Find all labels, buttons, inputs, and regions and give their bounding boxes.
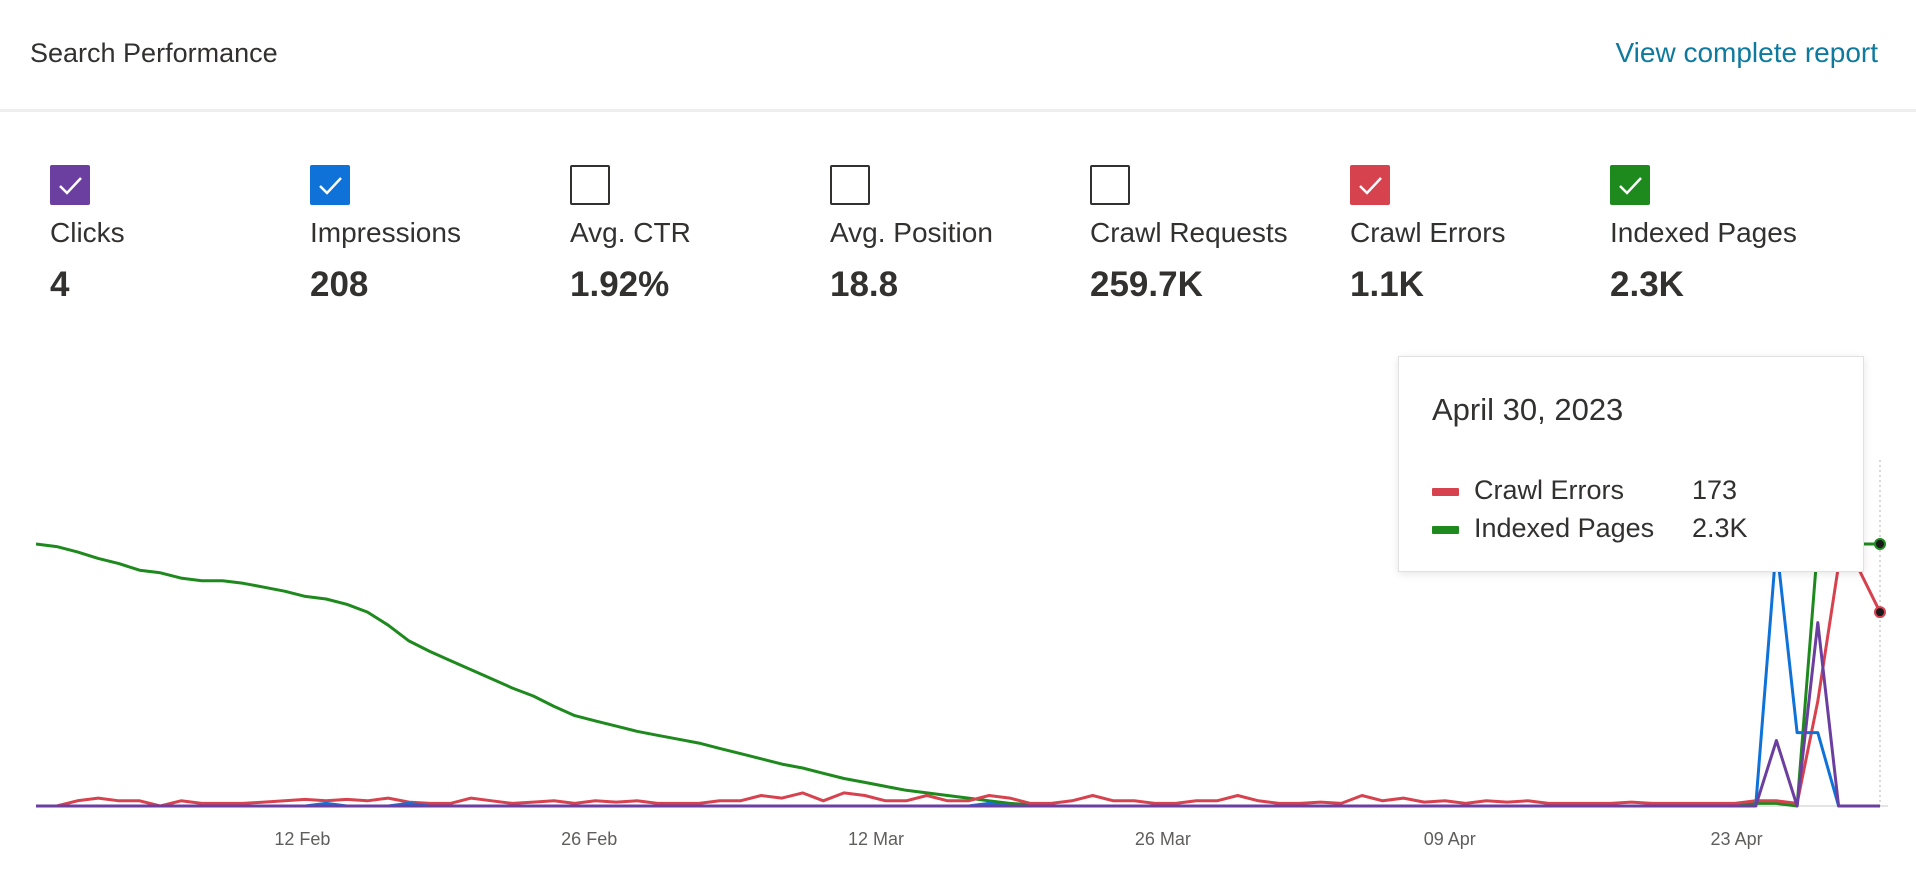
chart-tooltip: April 30, 2023 Crawl Errors 173 Indexed … [1398, 356, 1864, 572]
metric-checkbox[interactable] [570, 165, 610, 205]
metric-clicks[interactable]: Clicks 4 [50, 165, 290, 315]
checkmark-icon [319, 177, 342, 195]
checkmark-icon [1359, 177, 1382, 195]
metric-checkbox[interactable] [1610, 165, 1650, 205]
metric-indexed-pages[interactable]: Indexed Pages 2.3K [1610, 165, 1850, 315]
checkmark-icon [1619, 177, 1642, 195]
metric-label: Impressions [310, 217, 461, 248]
metric-crawl-errors[interactable]: Crawl Errors 1.1K [1350, 165, 1590, 315]
metric-value: 4 [50, 265, 70, 304]
x-tick-label: 12 Feb [274, 829, 330, 849]
hover-marker-indexed-pages [1874, 538, 1886, 550]
metric-label: Crawl Errors [1350, 217, 1506, 248]
metric-value: 208 [310, 265, 369, 304]
metric-checkbox[interactable] [50, 165, 90, 205]
view-complete-report-link[interactable]: View complete report [1615, 37, 1879, 68]
x-tick-label: 26 Feb [561, 829, 617, 849]
metric-value: 2.3K [1610, 265, 1684, 304]
metric-checkbox[interactable] [1350, 165, 1390, 205]
series-line-crawl-errors [36, 563, 1882, 808]
card-title: Search Performance [30, 38, 278, 68]
metric-value: 1.92% [570, 265, 670, 304]
metric-label: Indexed Pages [1610, 217, 1797, 248]
metric-label: Avg. CTR [570, 217, 691, 248]
tooltip-date: April 30, 2023 [1432, 392, 1624, 427]
metric-impressions[interactable]: Impressions 208 [310, 165, 550, 315]
tooltip-series-name: Crawl Errors [1474, 475, 1625, 505]
metric-label: Clicks [50, 217, 125, 248]
metric-value: 259.7K [1090, 265, 1203, 304]
tooltip-row-indexed-pages: Indexed Pages 2.3K [1432, 513, 1852, 545]
metric-value: 1.1K [1350, 265, 1424, 304]
x-tick-label: 26 Mar [1135, 829, 1191, 849]
series-line-impressions [36, 542, 1880, 808]
tooltip-series-name: Indexed Pages [1474, 513, 1655, 543]
tooltip-series-value: 2.3K [1692, 513, 1748, 543]
indexed-pages-swatch [1432, 526, 1459, 534]
x-tick-label: 23 Apr [1711, 829, 1763, 849]
metric-avg-position[interactable]: Avg. Position 18.8 [830, 165, 1070, 315]
series-line-clicks [36, 621, 1880, 808]
metric-crawl-requests[interactable]: Crawl Requests 259.7K [1090, 165, 1330, 315]
card-header: Search Performance View complete report [0, 0, 1916, 112]
tooltip-row-crawl-errors: Crawl Errors 173 [1432, 475, 1852, 507]
metric-checkbox[interactable] [1090, 165, 1130, 205]
metric-value: 18.8 [830, 265, 899, 304]
hover-marker-crawl-errors [1874, 606, 1886, 619]
tooltip-series-value: 173 [1692, 475, 1738, 505]
x-tick-label: 09 Apr [1424, 829, 1476, 849]
metric-checkbox[interactable] [830, 165, 870, 205]
series-line-indexed-pages [35, 542, 1880, 808]
performance-line-chart: 12 Feb 26 Feb 12 Mar 26 Mar 09 Apr 23 Apr [35, 460, 1888, 849]
metric-label: Crawl Requests [1090, 217, 1288, 248]
metric-checkbox[interactable] [310, 165, 350, 205]
metric-label: Avg. Position [830, 217, 993, 248]
x-tick-label: 12 Mar [848, 829, 904, 849]
metric-avg-ctr[interactable]: Avg. CTR 1.92% [570, 165, 810, 315]
checkmark-icon [59, 177, 82, 195]
crawl-errors-swatch [1432, 488, 1459, 496]
